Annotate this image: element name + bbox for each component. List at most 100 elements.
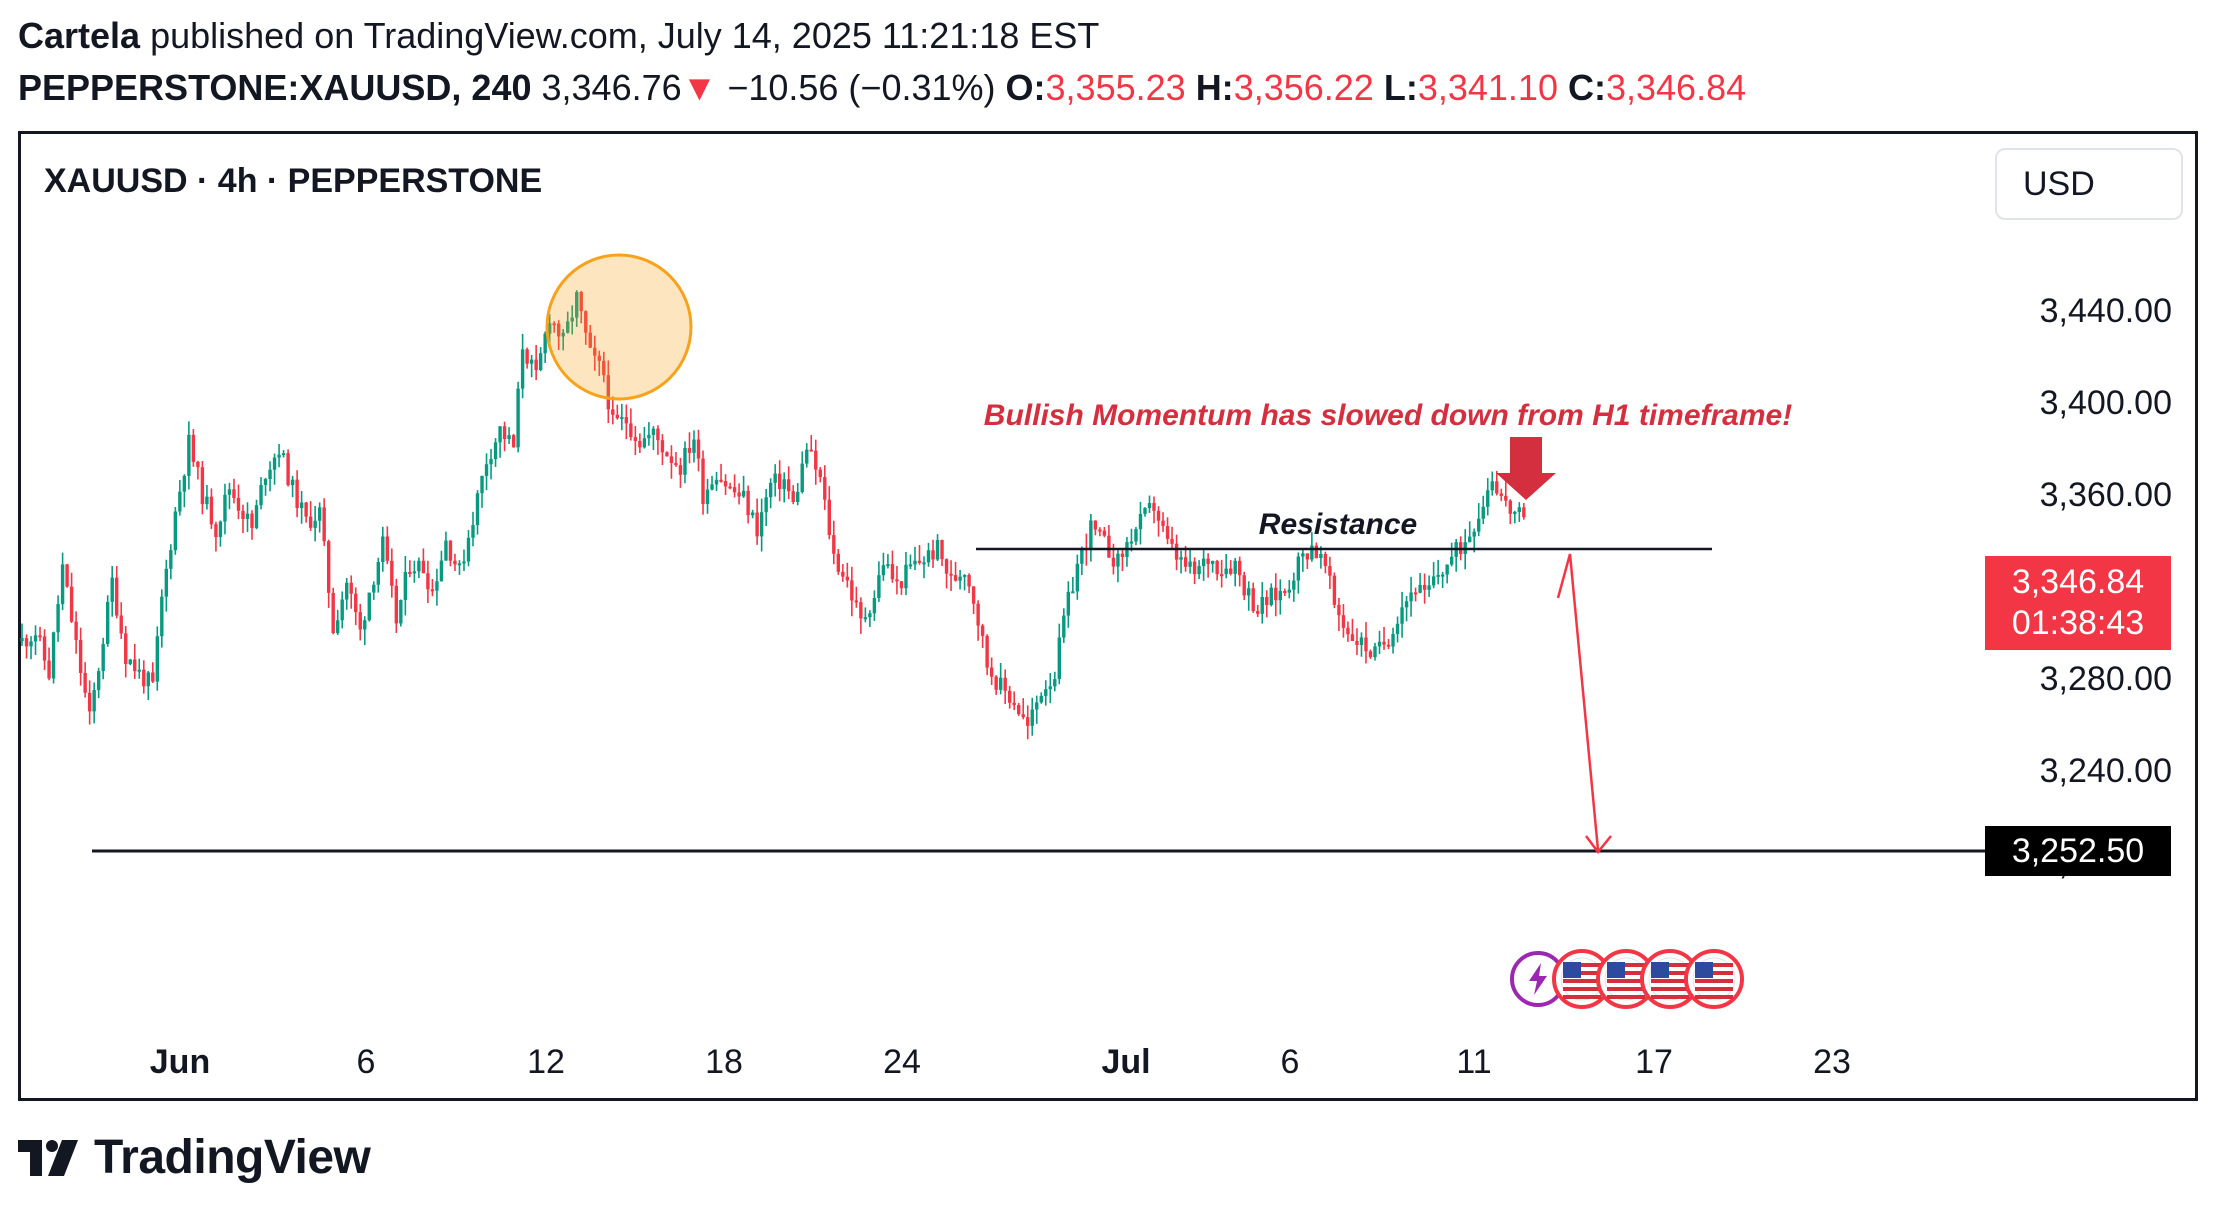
- candle-body[interactable]: [777, 473, 782, 490]
- candle-body[interactable]: [178, 491, 182, 512]
- candle-body[interactable]: [1513, 511, 1517, 514]
- candle-body[interactable]: [967, 574, 971, 587]
- candle-body[interactable]: [1165, 526, 1170, 539]
- candle-body[interactable]: [602, 360, 606, 376]
- candle-body[interactable]: [1283, 590, 1287, 593]
- candle-body[interactable]: [1427, 585, 1431, 590]
- candle-body[interactable]: [38, 635, 42, 638]
- candle-body[interactable]: [687, 448, 692, 453]
- candle-body[interactable]: [741, 490, 746, 497]
- candle-body[interactable]: [714, 479, 719, 485]
- candle-body[interactable]: [1102, 530, 1107, 536]
- candle-body[interactable]: [358, 612, 362, 630]
- candle-body[interactable]: [24, 638, 29, 647]
- candle-body[interactable]: [1508, 500, 1512, 514]
- candle-body[interactable]: [998, 677, 1003, 690]
- candle-body[interactable]: [74, 621, 78, 640]
- candle-body[interactable]: [1007, 690, 1012, 703]
- candle-body[interactable]: [985, 635, 989, 668]
- candle-body[interactable]: [764, 497, 768, 513]
- candle-body[interactable]: [606, 375, 610, 410]
- candle-body[interactable]: [196, 461, 200, 468]
- candle-body[interactable]: [1188, 561, 1192, 567]
- candle-body[interactable]: [989, 667, 994, 677]
- candle-body[interactable]: [489, 459, 493, 465]
- candle-body[interactable]: [96, 671, 101, 691]
- candle-body[interactable]: [462, 561, 466, 564]
- candle-body[interactable]: [516, 388, 520, 448]
- economic-events[interactable]: [1510, 949, 1744, 1009]
- candle-body[interactable]: [1395, 623, 1400, 634]
- candle-body[interactable]: [340, 599, 344, 621]
- candle-body[interactable]: [232, 489, 236, 498]
- candle-body[interactable]: [1197, 566, 1201, 575]
- candle-body[interactable]: [827, 499, 831, 536]
- candle-body[interactable]: [877, 575, 881, 598]
- candle-body[interactable]: [1319, 553, 1323, 559]
- candle-body[interactable]: [1449, 556, 1454, 565]
- candle-body[interactable]: [1490, 481, 1494, 491]
- candle-body[interactable]: [1247, 588, 1251, 596]
- candle-body[interactable]: [457, 563, 462, 566]
- candle-body[interactable]: [737, 492, 741, 497]
- candle-body[interactable]: [277, 454, 281, 458]
- candle-body[interactable]: [597, 355, 601, 361]
- candle-body[interactable]: [421, 560, 426, 574]
- candle-body[interactable]: [466, 537, 471, 562]
- us-flag-icon[interactable]: [1596, 949, 1656, 1009]
- candle-body[interactable]: [886, 564, 890, 567]
- candle-body[interactable]: [1373, 646, 1377, 658]
- candle-body[interactable]: [832, 535, 836, 554]
- candle-body[interactable]: [480, 475, 484, 494]
- candle-body[interactable]: [259, 484, 263, 506]
- candle-body[interactable]: [20, 638, 24, 642]
- candle-body[interactable]: [1215, 560, 1219, 575]
- candle-body[interactable]: [115, 577, 119, 616]
- candle-body[interactable]: [430, 589, 435, 592]
- candle-body[interactable]: [520, 349, 525, 389]
- candle-body[interactable]: [1053, 679, 1057, 687]
- us-flag-icon[interactable]: [1552, 949, 1612, 1009]
- candle-body[interactable]: [236, 497, 241, 511]
- candle-body[interactable]: [1129, 541, 1134, 544]
- candle-body[interactable]: [376, 562, 380, 585]
- candle-body[interactable]: [796, 491, 800, 503]
- candle-body[interactable]: [561, 332, 565, 337]
- candle-body[interactable]: [1116, 553, 1120, 567]
- candle-body[interactable]: [1517, 507, 1522, 512]
- candle-body[interactable]: [980, 625, 985, 636]
- candle-body[interactable]: [1111, 557, 1116, 567]
- candle-body[interactable]: [155, 636, 159, 682]
- candle-body[interactable]: [895, 579, 899, 582]
- candle-body[interactable]: [994, 676, 998, 690]
- candle-body[interactable]: [1080, 548, 1084, 564]
- candle-body[interactable]: [511, 435, 516, 448]
- candle-body[interactable]: [1377, 641, 1382, 647]
- candle-body[interactable]: [363, 620, 367, 630]
- candle-body[interactable]: [976, 603, 980, 626]
- candle-body[interactable]: [913, 560, 917, 565]
- candle-body[interactable]: [1404, 601, 1409, 608]
- candle-body[interactable]: [904, 564, 908, 589]
- candle-body[interactable]: [1301, 553, 1305, 557]
- candle-body[interactable]: [525, 349, 529, 364]
- candle-body[interactable]: [435, 581, 439, 591]
- candle-body[interactable]: [1192, 561, 1197, 575]
- candle-body[interactable]: [295, 479, 299, 509]
- candle-body[interactable]: [448, 540, 453, 561]
- candle-body[interactable]: [1364, 637, 1368, 652]
- candle-body[interactable]: [850, 580, 854, 601]
- candle-body[interactable]: [1044, 689, 1048, 696]
- candle-body[interactable]: [498, 426, 502, 443]
- candle-body[interactable]: [705, 489, 710, 505]
- candle-body[interactable]: [60, 564, 65, 605]
- candle-body[interactable]: [304, 502, 308, 517]
- candle-body[interactable]: [593, 347, 597, 356]
- candle-body[interactable]: [800, 463, 804, 492]
- candle-body[interactable]: [647, 434, 651, 439]
- candle-body[interactable]: [1305, 553, 1310, 560]
- candle-body[interactable]: [1314, 545, 1319, 559]
- candle-body[interactable]: [782, 479, 786, 490]
- candle-body[interactable]: [1156, 510, 1161, 521]
- candle-body[interactable]: [1346, 627, 1350, 635]
